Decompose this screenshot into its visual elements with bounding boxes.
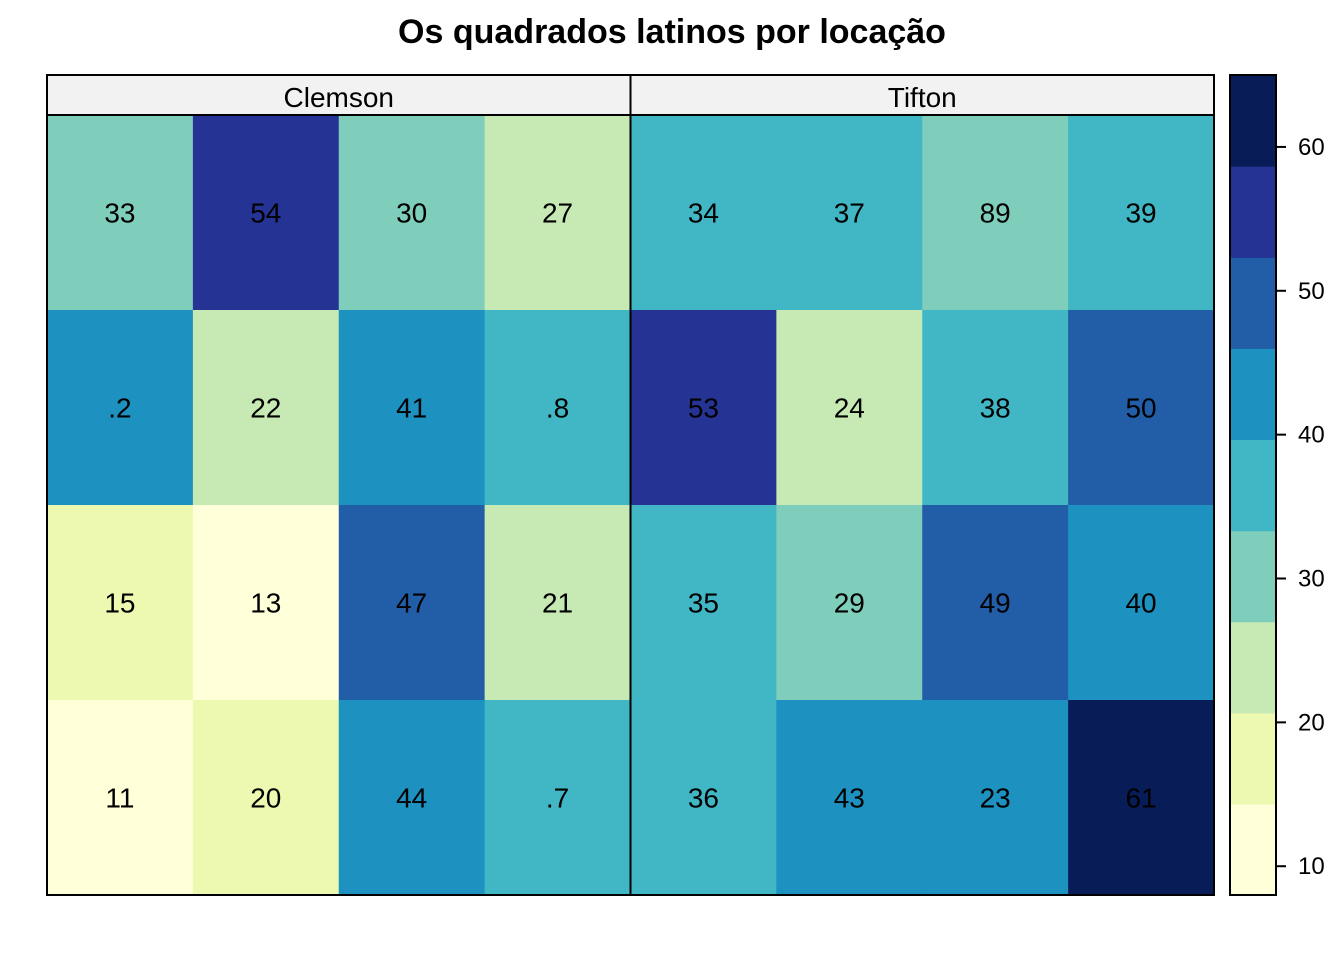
heatmap-cell: [776, 310, 923, 506]
heatmap-cell: [338, 310, 486, 506]
cell-label: 35: [688, 588, 719, 619]
heatmap-cell: [630, 700, 777, 896]
cell-label: 33: [104, 198, 135, 229]
colorbar-segment: [1230, 621, 1276, 714]
cell-label: 24: [834, 393, 865, 424]
cell-label: 29: [834, 588, 865, 619]
colorbar-segment: [1230, 439, 1276, 532]
colorbar-segment: [1230, 712, 1276, 805]
heatmap-cell: [776, 505, 923, 701]
heatmap-cell: [922, 505, 1069, 701]
cell-label: 53: [688, 393, 719, 424]
cell-label: 50: [1125, 393, 1156, 424]
colorbar-segment: [1230, 348, 1276, 440]
heatmap-cell: [922, 115, 1069, 311]
cell-label: .8: [546, 393, 569, 424]
cell-label: 30: [396, 198, 427, 229]
heatmap-cell: [922, 700, 1069, 896]
heatmap-cell: [630, 505, 777, 701]
colorbar-segment: [1230, 803, 1276, 896]
cell-label: 44: [396, 783, 427, 814]
colorbar-tick-label: 50: [1298, 278, 1325, 305]
cell-label: 34: [688, 198, 719, 229]
cell-label: 47: [396, 588, 427, 619]
colorbar-segment: [1230, 166, 1276, 258]
chart-title: Os quadrados latinos por locação: [398, 13, 946, 51]
cell-label: 36: [688, 783, 719, 814]
cell-label: 40: [1125, 588, 1156, 619]
panel-tifton: Tifton 34 37 89 39 53 24 38 50 35 29 49 40 36 43 23 61: [629, 74, 1215, 896]
heatmap-cell: [630, 310, 777, 506]
cell-label: 43: [834, 783, 865, 814]
panel-clemson: Clemson 33 54 30 27 .2 22 41 .8 15 13 47 21 11 20 44 .7: [46, 74, 632, 896]
cell-label: 22: [250, 393, 281, 424]
heatmap-cell: [630, 115, 777, 311]
heatmap-cell: [338, 700, 486, 896]
heatmap-cell: [484, 310, 632, 506]
heatmap-cell: [484, 115, 632, 311]
colorbar-tick-label: 10: [1298, 853, 1325, 880]
panel-border: [629, 114, 1215, 896]
colorbar-tick-label: 60: [1298, 134, 1325, 161]
cell-label: 20: [250, 783, 281, 814]
heatmap-cell: [338, 505, 486, 701]
colorbar-segment: [1230, 75, 1276, 167]
heatmap-cell: [47, 310, 194, 506]
cell-label: 11: [105, 783, 134, 814]
heatmap-cell: [1068, 700, 1215, 896]
cell-label: 15: [104, 588, 135, 619]
heatmap-cell: [484, 505, 632, 701]
heatmap-cell: [192, 700, 340, 896]
cell-label: 39: [1125, 198, 1156, 229]
cell-label: 61: [1125, 783, 1156, 814]
colorbar-tick-label: 40: [1298, 422, 1325, 449]
heatmap-cell: [192, 310, 340, 506]
heatmap-cell: [192, 505, 340, 701]
strip-clemson: [46, 74, 632, 116]
colorbar: 10 20 30 40 50 60: [1229, 74, 1325, 896]
strip-label: Tifton: [888, 82, 957, 113]
cell-label: 38: [980, 393, 1011, 424]
heatmap-cell: [1068, 505, 1215, 701]
cell-label: 49: [980, 588, 1011, 619]
colorbar-tick-label: 30: [1298, 566, 1325, 593]
heatmap-cell: [1068, 310, 1215, 506]
strip-label: Clemson: [284, 82, 394, 113]
cell-label: 27: [542, 198, 573, 229]
cell-label: 37: [834, 198, 865, 229]
cell-label: 21: [542, 588, 573, 619]
cell-label: 54: [250, 198, 281, 229]
cell-label: .2: [108, 393, 131, 424]
cell-label: 13: [250, 588, 281, 619]
heatmap-cell: [47, 505, 194, 701]
cell-label: 89: [980, 198, 1011, 229]
colorbar-border: [1229, 74, 1277, 896]
colorbar-segment: [1230, 530, 1276, 623]
heatmap-cell: [776, 700, 923, 896]
heatmap-cell: [47, 700, 194, 896]
panels: Clemson 33 54 30 27 .2 22 41 .8 15 13 47 21 11 20 44 .7 T…: [46, 74, 1215, 896]
heatmap-cell: [192, 115, 340, 311]
colorbar-tick-label: 20: [1298, 709, 1325, 736]
heatmap-cell: [338, 115, 486, 311]
heatmap-cell: [922, 310, 1069, 506]
cell-label: 23: [980, 783, 1011, 814]
heatmap-cell: [776, 115, 923, 311]
strip-tifton: [629, 74, 1215, 116]
colorbar-segment: [1230, 257, 1276, 349]
cell-label: 41: [396, 393, 427, 424]
heatmap-cell: [484, 700, 632, 896]
cell-label: .7: [546, 783, 569, 814]
heatmap-cell: [1068, 115, 1215, 311]
heatmap-cell: [47, 115, 194, 311]
